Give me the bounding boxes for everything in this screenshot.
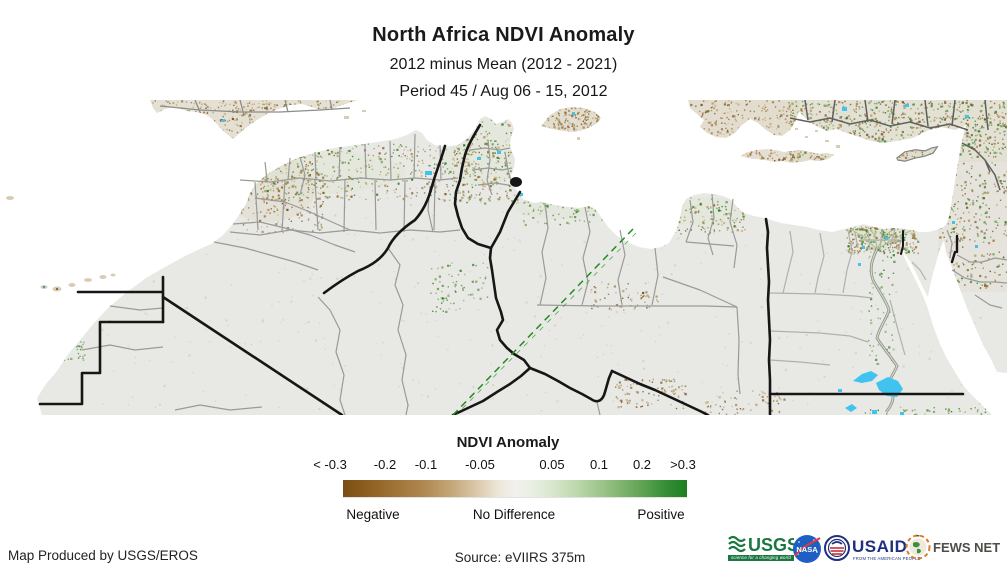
legend-tick: 0.1: [589, 457, 609, 472]
nasa-meatball-icon: NASA: [793, 535, 821, 563]
svg-text:FEWS NET: FEWS NET: [933, 540, 1000, 555]
legend-negative-label: Negative: [346, 507, 400, 522]
north-africa-map: [0, 99, 1007, 417]
country-borders: [38, 123, 965, 417]
legend-tick: 0.2: [632, 457, 652, 472]
usaid-wordmark: USAID: [852, 537, 907, 556]
chott-lakes: [222, 104, 978, 248]
svg-text:USAID: USAID: [852, 537, 907, 556]
usaid-tagline: FROM THE AMERICAN PEOPLE: [853, 556, 921, 561]
subtitle-line1: 2012 minus Mean (2012 - 2021): [389, 56, 618, 73]
usgs-tagline: science for a changing world: [728, 555, 794, 561]
legend-positive-label: Positive: [637, 507, 685, 522]
map-canvas: [0, 99, 1007, 417]
fewsnet-wordmark: FEWS NET: [933, 540, 1000, 555]
legend-tick: -0.2: [373, 457, 397, 472]
djerba-island: [510, 177, 522, 187]
usaid-logo: USAID FROM THE AMERICAN PEOPLE: [824, 535, 930, 569]
legend-tick: >0.3: [670, 457, 696, 472]
legend-no-difference-label: No Difference: [472, 507, 556, 522]
legend-title: NDVI Anomaly: [456, 434, 560, 451]
source-text: Source: eVIIRS 375m: [454, 550, 586, 565]
usgs-logo: USGS science for a changing world: [728, 533, 799, 563]
produced-by-text: Map Produced by USGS/EROS: [8, 548, 198, 563]
legend-tick: -0.05: [465, 457, 495, 472]
nasa-logo: NASA: [792, 534, 822, 569]
svg-text:NASA: NASA: [796, 545, 818, 554]
legend-tick: 0.05: [539, 457, 565, 472]
svg-text:USGS: USGS: [748, 535, 794, 555]
legend-color-ramp: [343, 480, 687, 498]
page-title: North Africa NDVI Anomaly: [372, 24, 635, 46]
egypt-admin-boundaries: [769, 228, 927, 366]
subtitle-line2: Period 45 / Aug 06 - 15, 2012: [399, 83, 608, 100]
legend-tick: -0.1: [414, 457, 438, 472]
usaid-seal-icon: [824, 535, 850, 561]
lake-nasser: [838, 237, 904, 415]
europe-admin-boundaries: [159, 99, 1001, 191]
small-islands: [6, 110, 840, 292]
fewsnet-logo: FEWS NET: [905, 534, 1005, 564]
usgs-wave-icon: USGS: [728, 535, 799, 555]
anomaly-seam-line: [452, 228, 637, 416]
fewsnet-globe-icon: [905, 534, 931, 560]
header: North Africa NDVI Anomaly 2012 minus Mea…: [0, 0, 1007, 101]
admin-boundaries: [81, 133, 1007, 416]
legend-tick: < -0.3: [313, 457, 347, 472]
footer: Map Produced by USGS/EROS Source: eVIIRS…: [0, 525, 1007, 576]
